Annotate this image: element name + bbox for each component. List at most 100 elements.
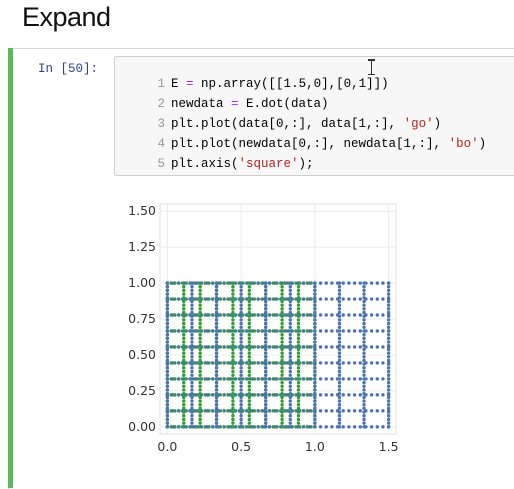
data-point-bo [313, 297, 317, 301]
data-point-bo [307, 377, 311, 381]
data-point-bo [239, 402, 243, 407]
data-point-go [280, 421, 284, 425]
data-point-bo [318, 329, 323, 333]
data-point-go [296, 388, 301, 392]
data-point-bo [301, 329, 306, 333]
x-tick-label: 1.0 [305, 439, 325, 454]
data-point-bo [216, 281, 221, 285]
data-point-bo [214, 292, 219, 296]
data-point-bo [386, 288, 391, 293]
line-number: 5 [157, 157, 166, 171]
data-point-bo [190, 292, 194, 296]
data-point-bo [318, 345, 323, 349]
data-point-bo [190, 417, 194, 422]
data-point-bo [233, 297, 238, 301]
data-point-bo [214, 421, 219, 425]
data-point-bo [290, 329, 294, 333]
data-point-go [296, 373, 301, 377]
data-point-bo [216, 377, 221, 381]
data-point-bo [341, 345, 345, 349]
data-point-go [182, 373, 186, 377]
data-point-bo [341, 393, 345, 397]
data-point-bo [358, 297, 362, 301]
data-point-bo [290, 377, 294, 381]
line-number: 1 [157, 77, 166, 91]
data-point-bo [211, 345, 215, 349]
data-point-bo [182, 377, 187, 381]
data-point-bo [205, 377, 209, 381]
data-point-go [296, 421, 301, 425]
data-point-bo [250, 425, 255, 429]
line-number: 2 [157, 97, 166, 111]
y-tick-label: 1.50 [128, 203, 156, 218]
data-point-bo [214, 303, 219, 307]
data-point-bo [296, 345, 300, 349]
data-point-bo [182, 313, 187, 317]
data-point-go [247, 384, 252, 388]
data-point-bo [386, 399, 391, 403]
data-point-go [280, 414, 284, 418]
data-point-bo [288, 310, 292, 315]
data-point-bo [262, 361, 266, 365]
y-tick-label: 1.00 [128, 275, 156, 290]
data-point-bo [239, 318, 243, 322]
data-point-bo [288, 358, 292, 363]
data-point-bo [364, 281, 368, 285]
y-tick-label: 0.25 [128, 383, 156, 398]
data-point-bo [324, 345, 328, 349]
data-point-go [280, 355, 284, 359]
data-point-bo [165, 288, 170, 293]
data-point-go [247, 351, 252, 355]
data-point-bo [347, 313, 351, 317]
data-point-bo [214, 380, 219, 385]
data-point-bo [288, 395, 292, 400]
data-point-go [231, 402, 235, 407]
data-point-bo [290, 409, 294, 413]
data-point-bo [214, 388, 219, 392]
data-point-bo [341, 329, 345, 333]
data-point-go [198, 373, 202, 377]
data-point-bo [222, 425, 226, 429]
data-point-bo [205, 409, 209, 413]
data-point-bo [245, 409, 249, 413]
data-point-bo [364, 377, 368, 381]
data-point-bo [358, 313, 362, 317]
data-point-bo [264, 414, 268, 418]
data-point-bo [386, 384, 391, 388]
data-point-bo [233, 361, 238, 365]
data-point-bo [362, 310, 366, 315]
data-point-bo [307, 425, 311, 429]
data-point-bo [182, 361, 187, 365]
data-point-bo [337, 321, 342, 326]
data-point-go [280, 384, 284, 388]
data-point-bo [381, 377, 385, 381]
data-point-bo [313, 366, 317, 370]
data-point-bo [362, 358, 366, 363]
code-line: 3 plt.plot(data[0,:], data[1,:], 'go') [115, 103, 442, 131]
data-point-bo [190, 318, 194, 322]
data-point-bo [362, 421, 366, 425]
data-point-go [198, 325, 202, 329]
data-point-bo [239, 421, 243, 425]
data-point-bo [386, 329, 391, 333]
data-point-bo [386, 380, 391, 385]
data-point-bo [214, 384, 219, 388]
data-point-bo [214, 285, 219, 289]
data-point-bo [165, 351, 170, 355]
data-point-bo [264, 351, 268, 355]
data-point-go [247, 288, 252, 293]
data-point-bo [177, 361, 181, 365]
data-point-bo [188, 313, 192, 317]
data-point-bo [194, 377, 198, 381]
data-point-bo [288, 369, 292, 374]
data-point-bo [264, 307, 268, 311]
data-point-go [182, 332, 186, 337]
data-point-bo [264, 332, 268, 337]
data-point-bo [214, 336, 219, 341]
data-point-bo [284, 329, 289, 333]
data-point-bo [171, 377, 175, 381]
data-point-bo [165, 409, 170, 413]
data-point-bo [165, 425, 170, 429]
data-point-bo [386, 351, 391, 355]
